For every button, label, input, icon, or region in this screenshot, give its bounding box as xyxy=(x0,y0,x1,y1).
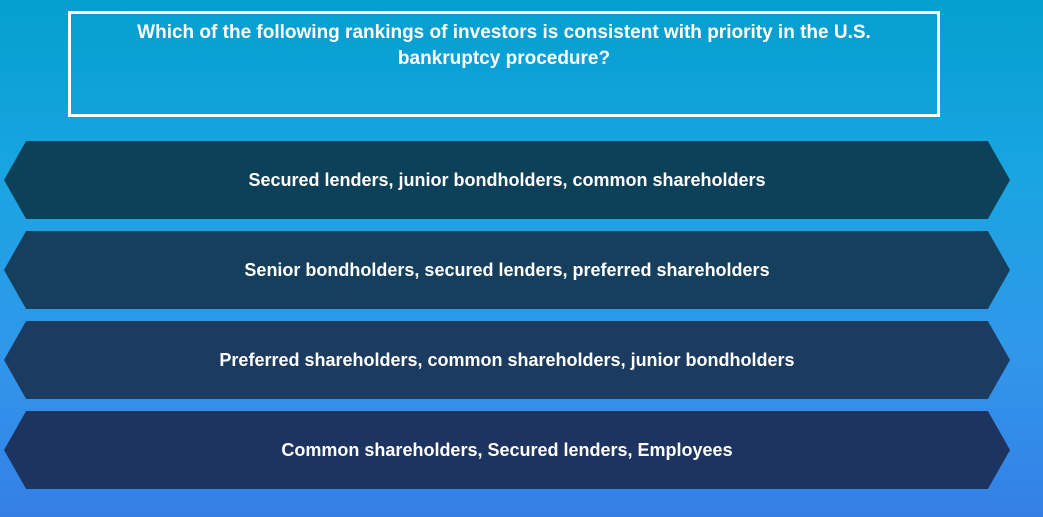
answer-option-4-label: Common shareholders, Secured lenders, Em… xyxy=(281,439,733,460)
answer-option-2[interactable]: Senior bondholders, secured lenders, pre… xyxy=(4,231,1010,309)
answer-option-2-label: Senior bondholders, secured lenders, pre… xyxy=(244,259,770,280)
question-text: Which of the following rankings of inves… xyxy=(137,22,871,69)
question-box: Which of the following rankings of inves… xyxy=(68,11,940,117)
answer-option-1-label: Secured lenders, junior bondholders, com… xyxy=(248,169,766,190)
answer-option-4[interactable]: Common shareholders, Secured lenders, Em… xyxy=(4,411,1010,489)
answer-option-1[interactable]: Secured lenders, junior bondholders, com… xyxy=(4,141,1010,219)
answer-option-3[interactable]: Preferred shareholders, common sharehold… xyxy=(4,321,1010,399)
answer-option-3-label: Preferred shareholders, common sharehold… xyxy=(219,349,795,370)
